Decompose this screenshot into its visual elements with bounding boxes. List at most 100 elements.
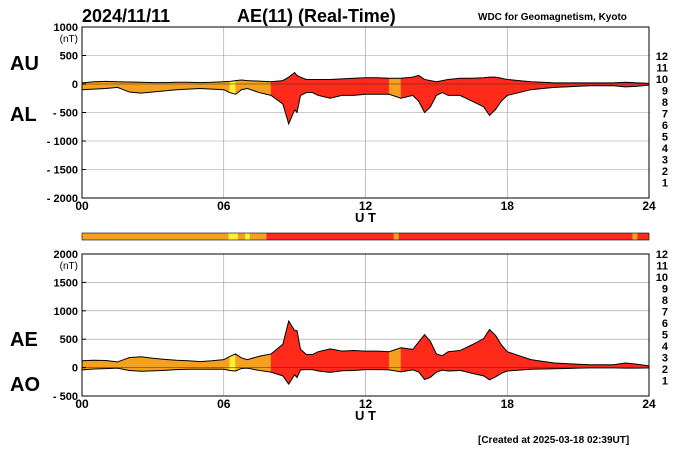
area-segment [199, 82, 213, 90]
date-label: 2024/11/11 [82, 6, 170, 26]
station-count-label: 3 [662, 155, 668, 167]
area-segment [412, 75, 419, 102]
y-tick-label: - 2000 [47, 193, 78, 205]
area-segment [447, 78, 461, 96]
x-tick-label: 06 [217, 199, 231, 213]
area-segment [459, 344, 473, 374]
x-tick-label: 00 [75, 199, 89, 213]
x-tick-label: 12 [359, 397, 373, 411]
area-segment [81, 360, 95, 371]
station-count-label: 11 [656, 261, 668, 273]
station-count-label: 1 [662, 178, 668, 190]
series-line-ae [81, 319, 650, 367]
al-side-label: AL [10, 104, 37, 126]
area-segment [424, 334, 431, 380]
area-segment [306, 79, 313, 93]
station-count-label: 1 [662, 376, 668, 388]
x-tick-label: 06 [217, 397, 231, 411]
y-tick-label: - 500 [53, 108, 78, 120]
area-segment [176, 360, 189, 370]
y-tick-label: 1000 [54, 22, 78, 34]
station-count-label: 12 [656, 249, 668, 261]
area-segment [199, 360, 213, 370]
area-segment [329, 348, 343, 373]
area-segment [341, 78, 354, 96]
y-tick-label: - 1000 [47, 136, 78, 148]
area-segment [294, 72, 298, 114]
au-al-panel: 1000 500 0 - 500 - 1000 - 1500 - 2000 (nT) 00 06 1… [47, 22, 656, 225]
coverage-segment [398, 233, 633, 240]
area-segment [400, 347, 413, 373]
station-coverage-bar [81, 232, 650, 241]
y-tick-label: 500 [60, 334, 78, 346]
series-line-au [81, 71, 650, 84]
coverage-segment [228, 233, 238, 240]
y-tick-label: 1500 [54, 277, 78, 289]
area-segment [306, 354, 313, 370]
coverage-segment [82, 233, 229, 240]
area-segment [176, 82, 189, 90]
area-segment [258, 353, 272, 373]
ao-side-label: AO [10, 374, 40, 396]
x-tick-label: 24 [642, 397, 656, 411]
station-count-label: 5 [662, 330, 668, 342]
area-segment [140, 356, 154, 372]
coverage-segment [249, 233, 267, 240]
y-tick-label: 500 [60, 51, 78, 63]
x-tick-label: 18 [501, 397, 515, 411]
station-count-label: 9 [662, 86, 668, 98]
y-tick-label: 2000 [54, 249, 78, 261]
area-segment [365, 77, 378, 95]
area-segment [282, 320, 289, 385]
station-count-label: 2 [662, 166, 668, 178]
area-segment [129, 356, 142, 372]
series-line-ao [81, 367, 650, 385]
coverage-segment [637, 233, 649, 240]
area-segment [164, 359, 177, 371]
area-segment [459, 78, 473, 102]
area-segment [229, 80, 236, 95]
station-count-label: 10 [656, 272, 668, 284]
coverage-segment [266, 233, 394, 240]
coverage-segment [245, 233, 250, 240]
coverage-segment [237, 233, 246, 240]
station-count-label: 7 [662, 109, 668, 121]
y-tick-label: 0 [72, 79, 78, 91]
station-count-label: 6 [662, 120, 668, 132]
station-count-label: 10 [656, 74, 668, 86]
y-tick-label: 1000 [54, 306, 78, 318]
station-count-label: 11 [656, 63, 668, 75]
area-segment [447, 350, 461, 372]
station-count-label: 4 [662, 341, 669, 353]
area-segment [489, 76, 496, 116]
station-count-label: 12 [656, 51, 668, 63]
area-segment [501, 344, 508, 374]
area-segment [93, 81, 106, 90]
station-count-label: 6 [662, 318, 668, 330]
station-count-label: 8 [662, 295, 668, 307]
station-count-label: 7 [662, 307, 668, 319]
area-segment [188, 82, 201, 90]
area-segment [318, 348, 331, 373]
area-segment [188, 360, 201, 370]
coverage-frame [81, 232, 650, 241]
y-tick-label: 0 [72, 363, 78, 375]
coverage-segment [393, 233, 399, 240]
station-count-label: 3 [662, 353, 668, 365]
station-count-label: 2 [662, 364, 668, 376]
area-segment [296, 75, 301, 113]
area-segment [288, 320, 295, 385]
area-segment [365, 350, 378, 370]
x-tick-label: 12 [359, 199, 373, 213]
station-count-label: 4 [662, 143, 669, 155]
station-count-label: 8 [662, 97, 668, 109]
area-segment [430, 80, 437, 107]
area-segment [495, 334, 502, 378]
area-segment [400, 76, 413, 99]
x-axis-label: U T [355, 210, 376, 225]
y-tick-label: - 500 [53, 391, 78, 403]
au-side-label: AU [10, 53, 39, 75]
x-tick-label: 00 [75, 397, 89, 411]
